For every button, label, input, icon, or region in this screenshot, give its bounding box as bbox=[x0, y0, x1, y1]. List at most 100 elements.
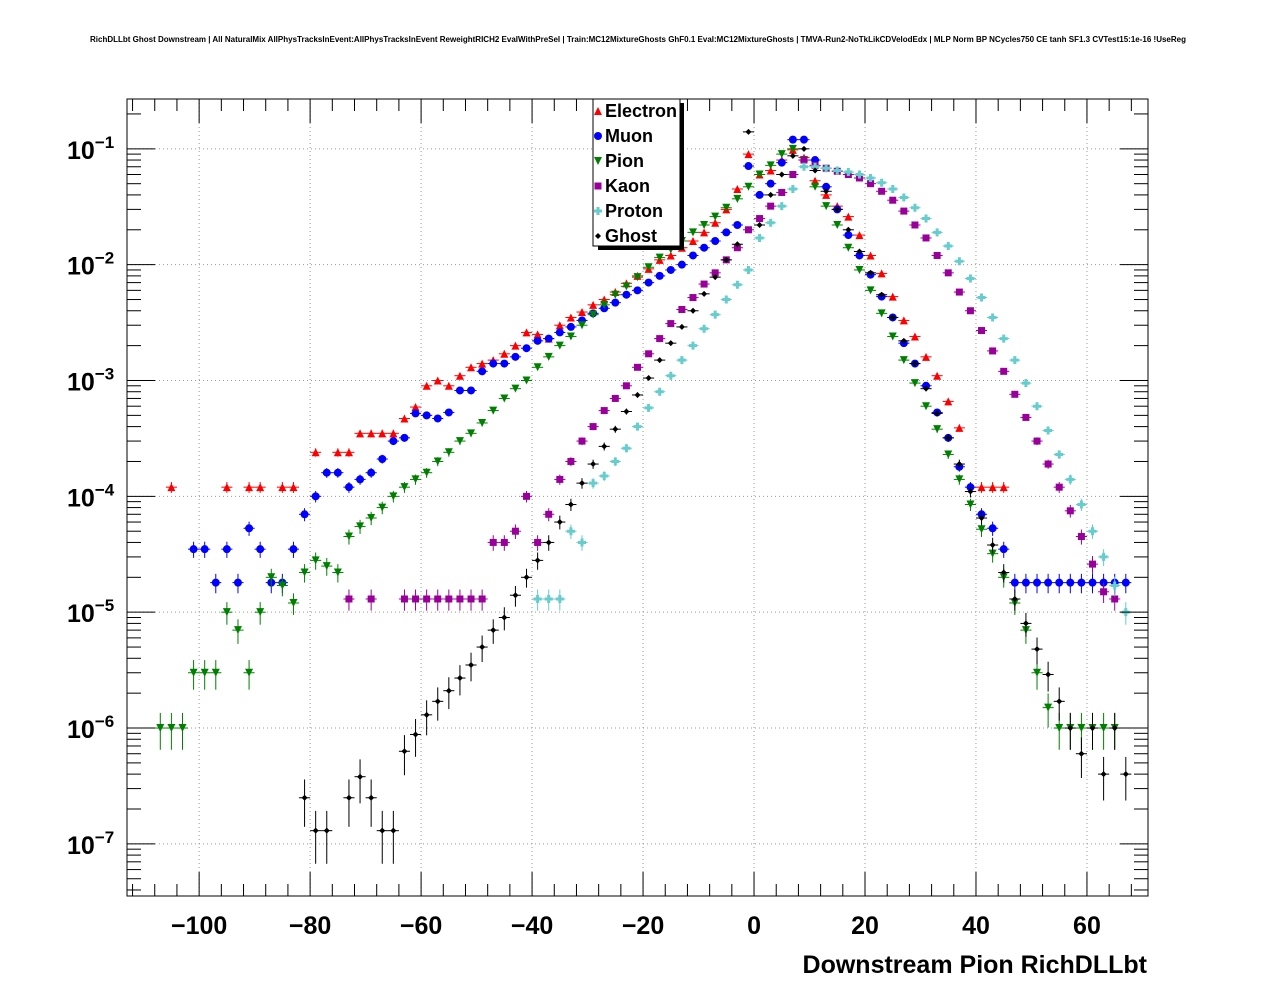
point-muon bbox=[500, 359, 509, 368]
point-muon bbox=[233, 578, 242, 587]
point-electron bbox=[400, 414, 409, 423]
point-proton bbox=[1033, 402, 1042, 411]
point-pion bbox=[877, 309, 886, 318]
point-muon bbox=[766, 179, 775, 188]
point-muon bbox=[344, 483, 353, 492]
series-ghost bbox=[299, 128, 1132, 864]
point-pion bbox=[955, 475, 964, 484]
point-muon bbox=[400, 433, 409, 442]
point-ghost bbox=[678, 323, 685, 330]
point-ghost bbox=[590, 461, 597, 468]
point-electron bbox=[589, 300, 598, 309]
point-proton bbox=[866, 173, 875, 182]
point-muon bbox=[633, 286, 642, 295]
point-ghost bbox=[956, 461, 963, 468]
y-tick-label: 10−7 bbox=[67, 828, 114, 860]
point-electron bbox=[944, 397, 953, 406]
point-ghost bbox=[556, 519, 563, 526]
point-kaon bbox=[1033, 437, 1041, 445]
point-kaon bbox=[434, 595, 442, 603]
point-muon bbox=[200, 545, 209, 554]
series-muon bbox=[188, 135, 1132, 594]
point-electron bbox=[711, 218, 720, 227]
point-proton bbox=[589, 479, 598, 488]
point-kaon bbox=[367, 595, 375, 603]
point-electron bbox=[566, 313, 575, 322]
point-muon bbox=[444, 408, 453, 417]
point-pion bbox=[755, 170, 764, 179]
point-muon bbox=[677, 260, 686, 269]
point-proton bbox=[833, 166, 842, 175]
point-muon bbox=[511, 352, 520, 361]
point-proton bbox=[944, 241, 953, 250]
data-series bbox=[154, 128, 1132, 864]
point-pion bbox=[200, 668, 209, 677]
point-ghost bbox=[579, 480, 586, 487]
point-pion bbox=[788, 144, 797, 153]
point-muon bbox=[711, 237, 720, 246]
chart-title: RichDLLbt Ghost Downstream | All Natural… bbox=[90, 35, 1186, 44]
point-muon bbox=[433, 414, 442, 423]
point-muon bbox=[555, 328, 564, 337]
point-pion bbox=[888, 332, 897, 341]
point-electron bbox=[522, 328, 531, 337]
point-kaon bbox=[867, 180, 875, 188]
point-pion bbox=[866, 286, 875, 295]
point-pion bbox=[977, 525, 986, 534]
point-proton bbox=[1055, 450, 1064, 459]
point-ghost bbox=[856, 248, 863, 255]
point-proton bbox=[822, 164, 831, 173]
point-ghost bbox=[723, 256, 730, 263]
point-muon bbox=[189, 545, 198, 554]
point-muon bbox=[755, 190, 764, 199]
point-muon bbox=[1044, 578, 1053, 587]
point-electron bbox=[245, 483, 254, 492]
point-kaon bbox=[456, 595, 464, 603]
point-ghost bbox=[1011, 595, 1018, 602]
point-kaon bbox=[478, 595, 486, 603]
point-kaon bbox=[500, 538, 508, 546]
point-kaon bbox=[744, 226, 752, 234]
point-ghost bbox=[812, 167, 819, 174]
point-pion bbox=[156, 724, 165, 733]
point-kaon bbox=[523, 492, 531, 500]
point-muon bbox=[1033, 578, 1042, 587]
point-kaon bbox=[445, 595, 453, 603]
point-ghost bbox=[312, 827, 319, 834]
legend-marker-kaon bbox=[594, 182, 602, 190]
point-kaon bbox=[933, 251, 941, 259]
point-muon bbox=[356, 475, 365, 484]
point-kaon bbox=[1011, 390, 1019, 398]
point-ghost bbox=[412, 731, 419, 738]
point-pion bbox=[422, 468, 431, 477]
point-electron bbox=[555, 321, 564, 330]
point-pion bbox=[444, 448, 453, 457]
point-proton bbox=[1099, 552, 1108, 561]
point-electron bbox=[444, 381, 453, 390]
point-kaon bbox=[467, 595, 475, 603]
point-muon bbox=[300, 510, 309, 519]
point-ghost bbox=[834, 206, 841, 213]
point-pion bbox=[944, 450, 953, 459]
point-ghost bbox=[989, 542, 996, 549]
point-ghost bbox=[745, 128, 752, 135]
point-electron bbox=[955, 423, 964, 432]
point-muon bbox=[1021, 578, 1030, 587]
point-pion bbox=[966, 500, 975, 509]
point-kaon bbox=[511, 527, 519, 535]
point-electron bbox=[167, 483, 176, 492]
point-pion bbox=[267, 573, 276, 582]
x-tick-label: 0 bbox=[747, 912, 761, 940]
point-proton bbox=[877, 178, 886, 187]
point-electron bbox=[222, 483, 231, 492]
point-pion bbox=[256, 608, 265, 617]
point-pion bbox=[855, 265, 864, 274]
point-muon bbox=[844, 231, 853, 240]
point-electron bbox=[899, 316, 908, 325]
point-pion bbox=[300, 568, 309, 577]
point-pion bbox=[245, 668, 254, 677]
x-tick-label: −20 bbox=[622, 912, 664, 940]
point-electron bbox=[422, 381, 431, 390]
point-kaon bbox=[412, 595, 420, 603]
point-pion bbox=[178, 724, 187, 733]
